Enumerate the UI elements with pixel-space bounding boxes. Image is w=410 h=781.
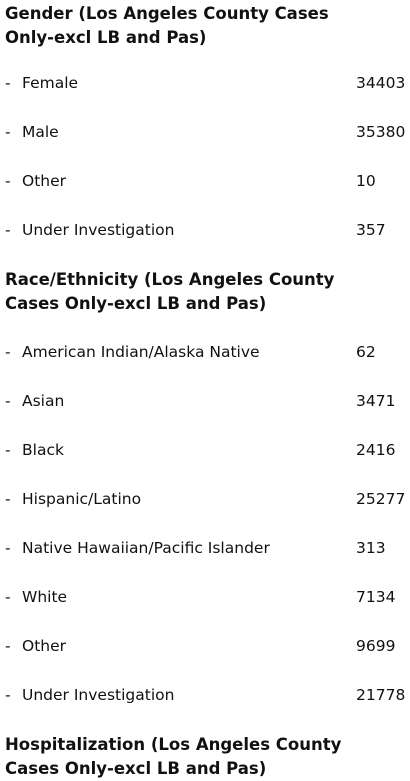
row-label: American Indian/Alaska Native [22, 343, 260, 361]
row-value: 3471 [356, 392, 396, 410]
row-value: 34403 [356, 74, 406, 92]
list-item-under-investigation: - Under Investigation 357 [5, 219, 405, 241]
row-label: Other [22, 637, 67, 655]
row-value: 10 [356, 172, 376, 190]
row-label: Under Investigation [22, 686, 175, 704]
list-dash: - [5, 123, 11, 141]
list-dash: - [5, 221, 11, 239]
list-item-other: - Other 9699 [5, 635, 405, 657]
list-item-other: - Other 10 [5, 170, 405, 192]
row-label: Asian [22, 392, 65, 410]
list-dash: - [5, 441, 11, 459]
row-value: 25277 [356, 490, 406, 508]
list-dash: - [5, 686, 11, 704]
list-item-under-investigation: - Under Investigation 21778 [5, 684, 405, 706]
row-label: Native Hawaiian/Pacific Islander [22, 539, 270, 557]
list-dash: - [5, 392, 11, 410]
list-dash: - [5, 343, 11, 361]
row-label: White [22, 588, 68, 606]
section-heading-hospitalization: Hospitalization (Los Angeles County Case… [5, 735, 342, 778]
row-value: 21778 [356, 686, 406, 704]
list-item-male: - Male 35380 [5, 121, 405, 143]
list-item-native-hawaiian: - Native Hawaiian/Pacific Islander 313 [5, 537, 405, 559]
row-value: 357 [356, 221, 386, 239]
list-item-american-indian: - American Indian/Alaska Native 62 [5, 341, 405, 363]
list-item-female: - Female 34403 [5, 72, 405, 94]
row-label: Hispanic/Latino [22, 490, 142, 508]
list-item-asian: - Asian 3471 [5, 390, 405, 412]
list-dash: - [5, 490, 11, 508]
list-dash: - [5, 172, 11, 190]
list-dash: - [5, 588, 11, 606]
row-label: Male [22, 123, 59, 141]
list-dash: - [5, 637, 11, 655]
section-heading-gender: Gender (Los Angeles County Cases Only-ex… [5, 4, 329, 47]
row-value: 62 [356, 343, 376, 361]
row-label: Under Investigation [22, 221, 175, 239]
list-item-black: - Black 2416 [5, 439, 405, 461]
list-item-hispanic-latino: - Hispanic/Latino 25277 [5, 488, 405, 510]
row-label: Female [22, 74, 79, 92]
row-value: 9699 [356, 637, 396, 655]
row-value: 2416 [356, 441, 396, 459]
list-item-white: - White 7134 [5, 586, 405, 608]
list-dash: - [5, 539, 11, 557]
row-label: Black [22, 441, 64, 459]
row-value: 313 [356, 539, 386, 557]
row-value: 7134 [356, 588, 396, 606]
section-heading-race-ethnicity: Race/Ethnicity (Los Angeles County Cases… [5, 270, 335, 313]
list-dash: - [5, 74, 11, 92]
row-value: 35380 [356, 123, 406, 141]
row-label: Other [22, 172, 67, 190]
